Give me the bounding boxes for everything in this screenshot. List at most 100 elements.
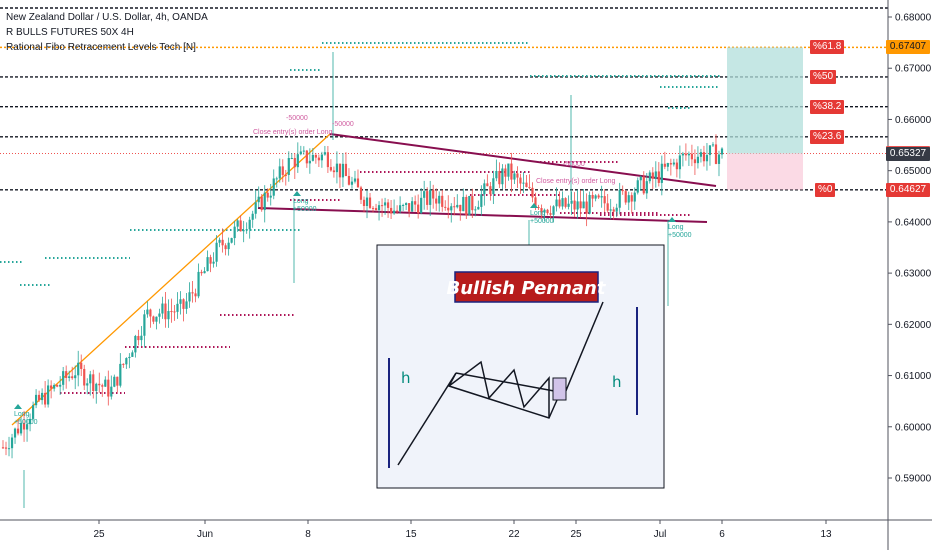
candle-body xyxy=(224,245,227,250)
candle-body xyxy=(227,242,230,250)
candle-body xyxy=(215,242,218,262)
candle-body xyxy=(332,170,336,173)
candle-body xyxy=(320,154,323,161)
candle-body xyxy=(260,196,263,211)
candle-body xyxy=(236,220,239,227)
candle-body xyxy=(588,194,591,214)
candle-body xyxy=(516,173,519,178)
minus-label: -50000 xyxy=(563,161,585,168)
fibo-tag: %0 xyxy=(815,182,836,197)
candle-body xyxy=(272,178,275,196)
candle-body xyxy=(666,163,669,167)
candle-body xyxy=(53,385,56,389)
inset-title-box xyxy=(454,271,599,303)
candle-body xyxy=(7,448,11,450)
candle-body xyxy=(591,194,594,199)
candle-body xyxy=(489,186,492,195)
candle-body xyxy=(651,172,654,179)
time-tick-label: 8 xyxy=(305,529,311,540)
candle-body xyxy=(146,309,149,315)
candles xyxy=(1,52,724,508)
time-tick-label: Jul xyxy=(654,529,667,540)
indicator-1[interactable]: R BULLS FUTURES 50X 4H xyxy=(6,27,134,38)
candle-body xyxy=(636,180,639,193)
price-tick-label: 0.62000 xyxy=(895,320,932,331)
candle-body xyxy=(161,303,164,314)
candle-body xyxy=(564,198,567,207)
candle-body xyxy=(308,160,311,164)
indicator-2[interactable]: Rational Fibo Retracement Levels Tech [N… xyxy=(6,42,196,53)
candle-body xyxy=(128,356,131,359)
candle-body xyxy=(642,176,645,194)
candle-body xyxy=(19,422,23,434)
candle-body xyxy=(230,238,233,243)
candle-body xyxy=(335,163,339,173)
candle-body xyxy=(188,292,191,302)
candle-body xyxy=(89,374,92,384)
plus-label: +50000 xyxy=(668,232,692,239)
candle-body xyxy=(456,204,459,208)
candle-body xyxy=(579,201,582,209)
candle-body xyxy=(600,196,603,198)
candle-body xyxy=(486,183,489,187)
candle-body xyxy=(155,316,158,322)
risk-reward-zones xyxy=(727,47,803,190)
candle-body xyxy=(471,196,474,211)
candle-body xyxy=(77,362,80,376)
price-tick-label: 0.59000 xyxy=(895,474,932,485)
candle-body xyxy=(687,153,691,156)
candle-body xyxy=(462,196,465,212)
candle-body xyxy=(699,152,703,157)
minus-label: -50000 xyxy=(286,115,308,122)
candle-body xyxy=(356,178,360,188)
candle-body xyxy=(353,178,357,182)
candle-body xyxy=(269,195,272,198)
symbol-title[interactable]: New Zealand Dollar / U.S. Dollar, 4h, OA… xyxy=(6,12,208,23)
long-label: Long xyxy=(530,210,546,217)
rise-trendline xyxy=(11,133,331,426)
candle-body xyxy=(594,195,597,199)
inset-h-label: h xyxy=(401,369,411,387)
candle-body xyxy=(263,192,266,211)
candle-body xyxy=(65,371,68,378)
time-tick-label: 15 xyxy=(405,529,417,540)
long-arrow xyxy=(293,191,301,196)
candle-body xyxy=(717,154,721,164)
candle-body xyxy=(531,187,534,198)
candle-body xyxy=(672,162,675,165)
candle-body xyxy=(483,183,486,195)
close-long-label: Close entry(s) order Long xyxy=(253,129,332,136)
candle-body xyxy=(612,209,615,212)
candle-body xyxy=(618,190,621,208)
candle-body xyxy=(501,168,504,185)
candle-body xyxy=(83,368,86,386)
candle-body xyxy=(341,163,345,178)
candle-body xyxy=(233,226,236,239)
candle-body xyxy=(125,358,128,365)
candle-body xyxy=(107,379,110,397)
candle-body xyxy=(242,230,245,232)
candle-body xyxy=(71,376,74,379)
candle-body xyxy=(278,166,281,179)
candle-body xyxy=(182,299,185,309)
inset-breakout-box xyxy=(552,377,567,401)
candle-body xyxy=(374,208,378,210)
candle-body xyxy=(212,261,215,264)
signal-dot-levels xyxy=(0,42,720,394)
candle-body xyxy=(513,173,516,180)
candle-body xyxy=(245,229,248,231)
stop-zone xyxy=(727,153,803,190)
time-tick-label: 6 xyxy=(719,529,725,540)
candle-body xyxy=(13,428,17,438)
candle-body xyxy=(101,385,104,387)
candle-body xyxy=(359,187,363,200)
candle-body xyxy=(690,153,694,160)
candle-body xyxy=(16,428,20,434)
candle-body xyxy=(368,197,372,208)
candle-body xyxy=(450,206,453,211)
inset-title: Bullish Pennant xyxy=(447,278,607,299)
long-arrow xyxy=(668,217,676,222)
